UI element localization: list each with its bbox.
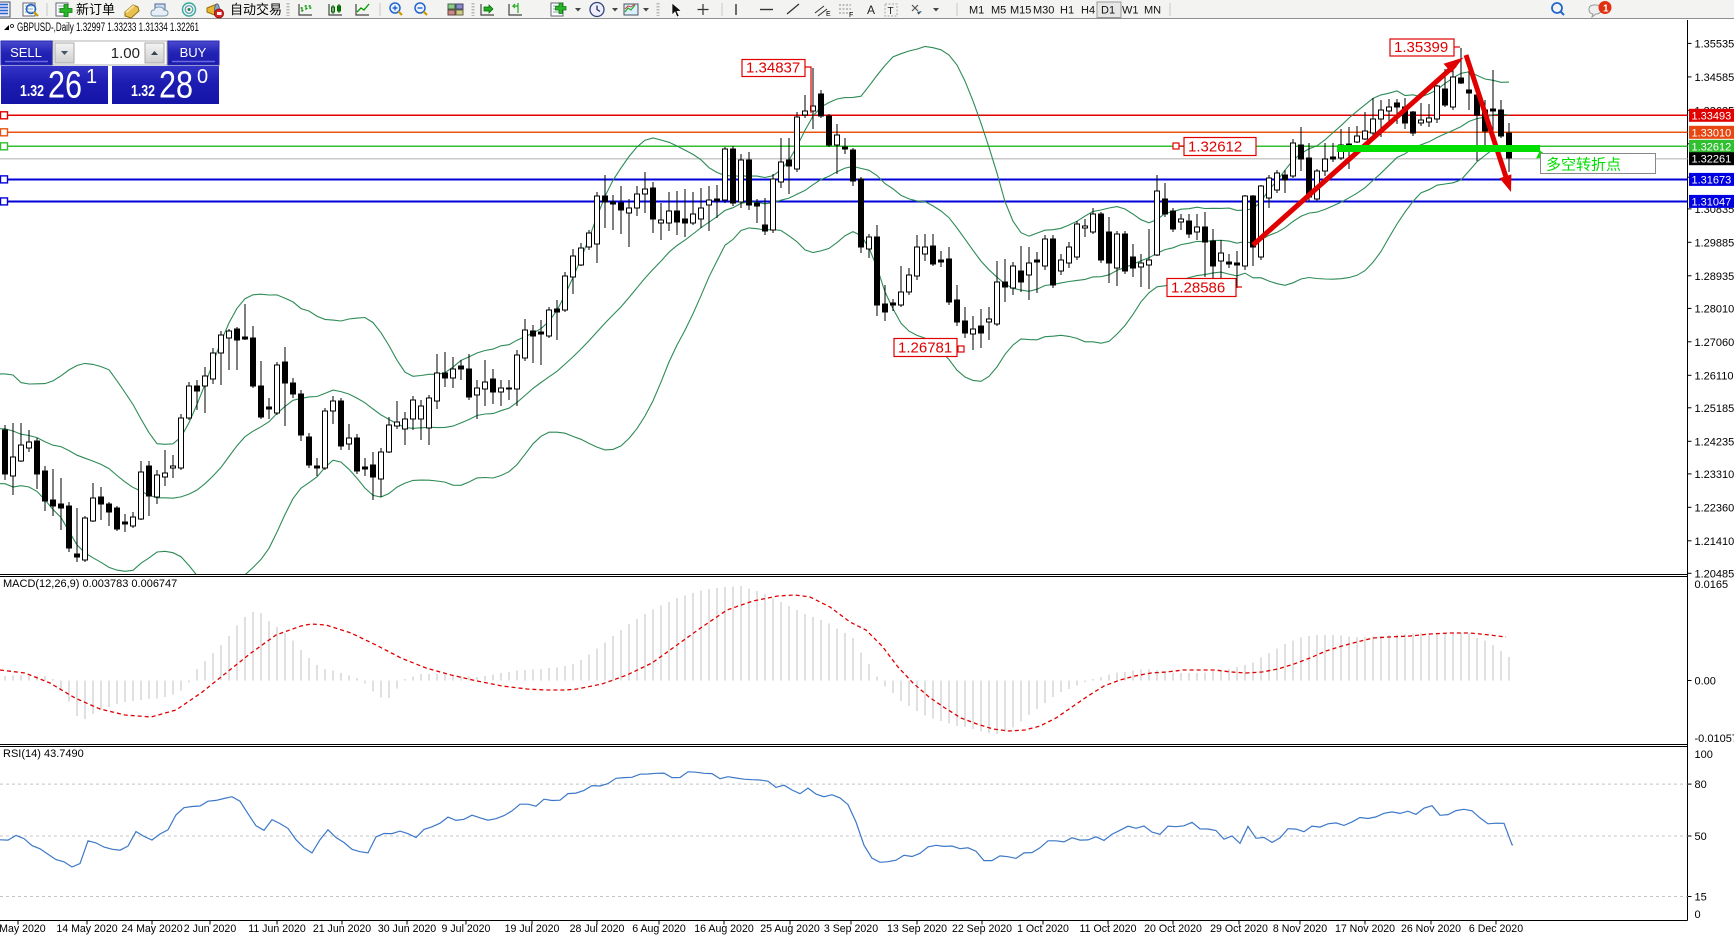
svg-text:RSI(14) 43.7490: RSI(14) 43.7490 (3, 748, 84, 760)
svg-text:F: F (849, 12, 853, 19)
svg-text:1.29885: 1.29885 (1695, 237, 1734, 249)
svg-text:W1: W1 (1122, 5, 1139, 17)
svg-text:13 Sep 2020: 13 Sep 2020 (887, 923, 947, 935)
svg-text:25 Aug 2020: 25 Aug 2020 (760, 923, 820, 935)
svg-text:1.32612: 1.32612 (1188, 139, 1242, 156)
svg-text:6 Aug 2020: 6 Aug 2020 (632, 923, 686, 935)
svg-text:多空转折点: 多空转折点 (1546, 157, 1621, 174)
svg-text:M1: M1 (969, 5, 984, 17)
svg-text:3 Sep 2020: 3 Sep 2020 (824, 923, 878, 935)
svg-text:11 Jun 2020: 11 Jun 2020 (248, 923, 306, 935)
svg-text:1.32: 1.32 (131, 83, 155, 100)
svg-text:1.32: 1.32 (20, 83, 44, 100)
svg-text:100: 100 (1695, 749, 1713, 761)
svg-text:6 Dec 2020: 6 Dec 2020 (1469, 923, 1523, 935)
svg-text:16 Aug 2020: 16 Aug 2020 (694, 923, 754, 935)
svg-text:20 Oct 2020: 20 Oct 2020 (1144, 923, 1202, 935)
svg-text:26: 26 (48, 65, 82, 107)
svg-text:24 May 2020: 24 May 2020 (121, 923, 182, 935)
svg-text:1.25185: 1.25185 (1695, 403, 1734, 415)
svg-text:1.28010: 1.28010 (1695, 303, 1734, 315)
svg-text:17 Nov 2020: 17 Nov 2020 (1335, 923, 1395, 935)
svg-text:1.26110: 1.26110 (1695, 370, 1734, 382)
svg-text:1.24235: 1.24235 (1695, 436, 1734, 448)
svg-text:1.27060: 1.27060 (1695, 337, 1734, 349)
svg-text:H4: H4 (1081, 5, 1095, 17)
svg-text:26 Nov 2020: 26 Nov 2020 (1401, 923, 1461, 935)
svg-text:0.00: 0.00 (1695, 676, 1716, 688)
svg-text:1.33493: 1.33493 (1692, 110, 1732, 122)
svg-text:1.34837: 1.34837 (746, 60, 800, 77)
svg-text:1.35399: 1.35399 (1394, 39, 1448, 56)
svg-text:0.0165: 0.0165 (1695, 579, 1729, 591)
svg-text:1.23310: 1.23310 (1695, 469, 1734, 481)
svg-text:1.28586: 1.28586 (1171, 280, 1225, 297)
svg-text:1.21410: 1.21410 (1695, 536, 1734, 548)
svg-text:29 Oct 2020: 29 Oct 2020 (1210, 923, 1268, 935)
svg-text:8 Nov 2020: 8 Nov 2020 (1273, 923, 1327, 935)
svg-text:9 Jul 2020: 9 Jul 2020 (442, 923, 491, 935)
svg-text:D1: D1 (1101, 5, 1115, 17)
svg-text:E: E (826, 11, 831, 18)
svg-text:1: 1 (1603, 4, 1609, 15)
svg-text:1.28935: 1.28935 (1695, 271, 1734, 283)
svg-text:1: 1 (86, 66, 97, 88)
svg-text:11 Oct 2020: 11 Oct 2020 (1080, 923, 1137, 935)
svg-text:1.22360: 1.22360 (1695, 502, 1734, 514)
svg-text:BUY: BUY (180, 45, 207, 60)
svg-text:1.32612: 1.32612 (1692, 141, 1732, 153)
svg-text:50: 50 (1695, 831, 1707, 843)
svg-text:SELL: SELL (10, 45, 42, 60)
svg-text:GBPUSD-,Daily 1.32997 1.33233: GBPUSD-,Daily 1.32997 1.33233 1.31334 1.… (17, 22, 199, 34)
svg-text:28 Jul 2020: 28 Jul 2020 (570, 923, 625, 935)
svg-text:1.31673: 1.31673 (1692, 174, 1732, 186)
svg-text:80: 80 (1695, 779, 1707, 791)
svg-text:M5: M5 (991, 5, 1006, 17)
svg-text:1.33010: 1.33010 (1692, 127, 1732, 139)
svg-text:14 May 2020: 14 May 2020 (56, 923, 117, 935)
svg-text:H1: H1 (1060, 5, 1074, 17)
svg-text:1.31047: 1.31047 (1692, 196, 1732, 208)
svg-text:15: 15 (1695, 892, 1707, 904)
svg-text:M30: M30 (1033, 5, 1054, 17)
svg-text:新订单: 新订单 (76, 2, 115, 17)
svg-text:M15: M15 (1010, 5, 1031, 17)
svg-text:1.34585: 1.34585 (1695, 72, 1734, 84)
svg-text:22 Sep 2020: 22 Sep 2020 (952, 923, 1012, 935)
svg-text:1.20485: 1.20485 (1695, 568, 1734, 580)
svg-text:MN: MN (1144, 5, 1161, 17)
svg-text:1.32261: 1.32261 (1692, 154, 1732, 166)
svg-text:21 Jun 2020: 21 Jun 2020 (313, 923, 371, 935)
svg-text:A: A (867, 3, 875, 17)
svg-text:-0.010571: -0.010571 (1695, 733, 1734, 745)
svg-text:0: 0 (197, 66, 208, 88)
svg-text:19 Jul 2020: 19 Jul 2020 (505, 923, 560, 935)
svg-text:1.35535: 1.35535 (1695, 38, 1734, 50)
svg-text:1 Oct 2020: 1 Oct 2020 (1017, 923, 1069, 935)
svg-text:T: T (888, 6, 894, 17)
svg-text:30 Jun 2020: 30 Jun 2020 (378, 923, 436, 935)
svg-text:MACD(12,26,9) 0.003783 0.00674: MACD(12,26,9) 0.003783 0.006747 (3, 578, 177, 590)
svg-text:0: 0 (1695, 909, 1701, 921)
svg-text:4 May 2020: 4 May 2020 (0, 923, 46, 935)
svg-text:1.00: 1.00 (111, 45, 140, 62)
svg-text:2 Jun 2020: 2 Jun 2020 (184, 923, 237, 935)
svg-text:28: 28 (159, 65, 193, 107)
svg-text:自动交易: 自动交易 (230, 2, 282, 17)
svg-text:1.26781: 1.26781 (898, 340, 952, 357)
